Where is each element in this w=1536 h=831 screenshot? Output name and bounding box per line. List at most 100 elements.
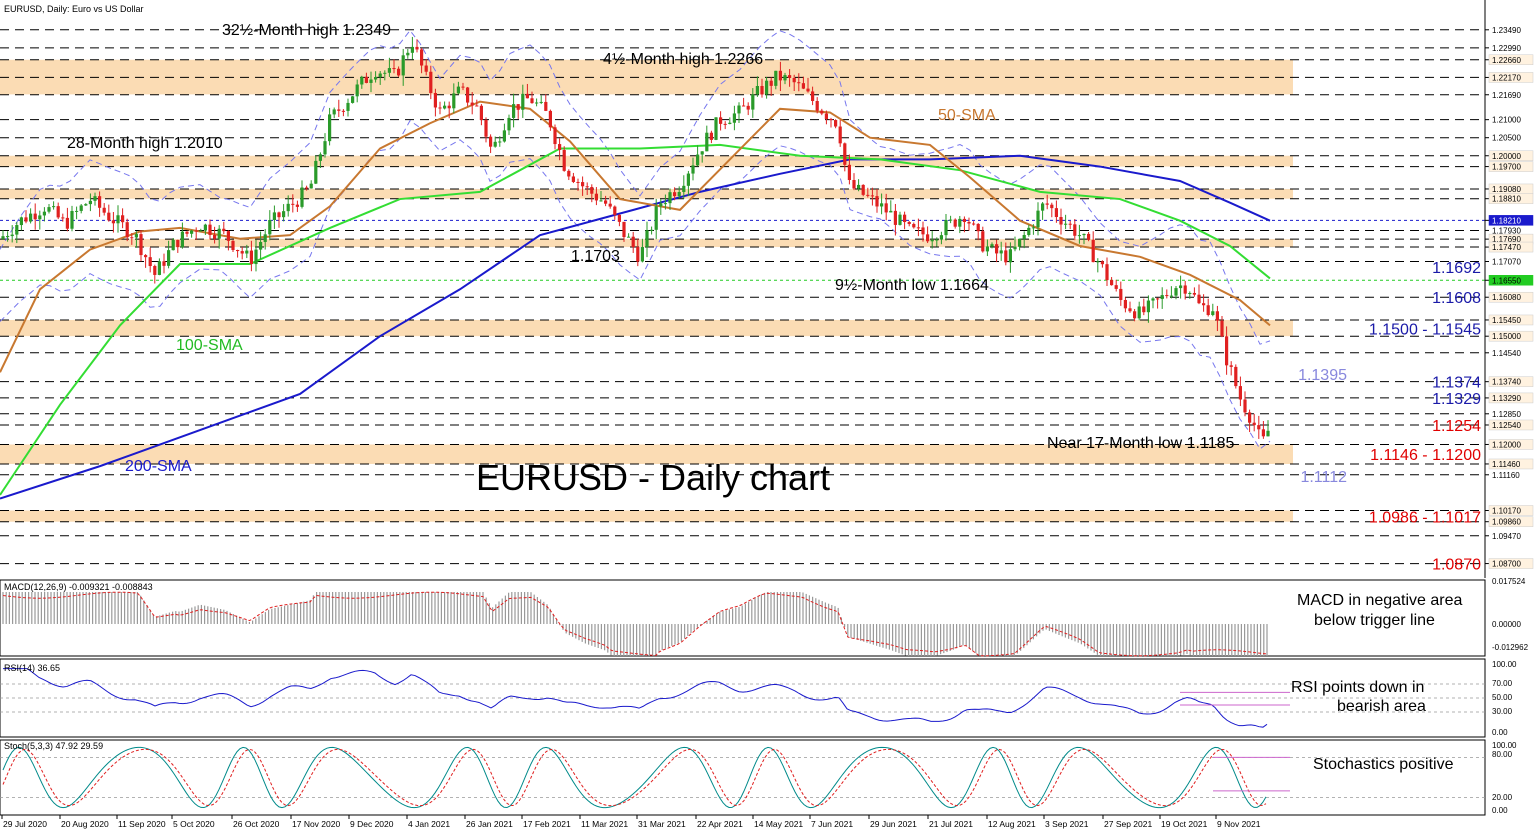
candle-body — [581, 182, 585, 187]
candle-body — [364, 76, 368, 83]
price-tick-label: 1.09470 — [1492, 532, 1521, 541]
price-tick-label: 1.21000 — [1492, 116, 1521, 125]
price-tick-label: 1.12000 — [1492, 440, 1521, 449]
candle-body — [944, 219, 948, 236]
candle-body — [1234, 366, 1238, 387]
x-tick-label: 12 Aug 2021 — [988, 819, 1036, 829]
price-tick-label: 1.10170 — [1492, 507, 1521, 516]
candle-body — [318, 154, 322, 161]
candle-body — [42, 211, 46, 216]
price-tick-badge — [1488, 161, 1534, 172]
price-tick-label: 1.22170 — [1492, 73, 1521, 82]
macd-tick-label: 0.00000 — [1492, 620, 1521, 629]
candle-body — [429, 71, 433, 93]
macd-tick-label: -0.012962 — [1492, 643, 1529, 652]
candle-body — [217, 228, 221, 239]
candle-body — [884, 203, 888, 213]
candle-body — [935, 239, 939, 241]
candle-body — [898, 214, 902, 225]
label-50-sma: 50-SMA — [938, 107, 996, 124]
price-tick-badge — [1488, 376, 1534, 387]
candle-body — [401, 55, 405, 76]
x-tick-label: 11 Mar 2021 — [581, 819, 628, 829]
price-tick-badge — [1488, 419, 1534, 431]
candle-body — [1229, 365, 1233, 367]
candle-body — [774, 70, 778, 86]
candle-body — [52, 206, 56, 208]
candle-body — [1018, 238, 1022, 247]
candle-body — [56, 206, 60, 218]
candle-body — [374, 77, 378, 80]
candle-body — [346, 102, 350, 111]
rsi-panel — [0, 658, 1486, 738]
candle-body — [10, 234, 14, 237]
candle-body — [1087, 233, 1091, 240]
candle-body — [203, 224, 207, 231]
rsi-header: RSI(14) 36.65 — [4, 663, 60, 673]
price-tick-badge — [1488, 291, 1534, 303]
candle-body — [728, 122, 732, 124]
level-label: 1.1692 — [1432, 260, 1481, 277]
candle-body — [921, 227, 925, 235]
candle-body — [719, 117, 723, 124]
support-resistance-zone — [0, 155, 1293, 167]
candle-body — [1197, 294, 1201, 304]
price-tick-badge — [1488, 215, 1534, 226]
candle-body — [502, 130, 506, 142]
candle-body — [981, 231, 985, 252]
candle-body — [677, 191, 681, 197]
candle-body — [300, 187, 304, 207]
price-tick-label: 1.13740 — [1492, 378, 1521, 387]
candle-body — [61, 217, 65, 219]
rsi-tick-label: 50.00 — [1492, 693, 1513, 702]
candle-body — [700, 151, 704, 155]
price-tick-badge — [1488, 72, 1534, 83]
price-tick-label: 1.17930 — [1492, 226, 1521, 235]
candle-body — [1123, 299, 1127, 309]
support-resistance-zone — [0, 510, 1293, 522]
candle-body — [769, 80, 773, 86]
candle-body — [926, 234, 930, 242]
rsi-tick-label: 0.00 — [1492, 728, 1508, 737]
candle-body — [967, 221, 971, 224]
x-tick-label: 29 Jun 2021 — [870, 819, 917, 829]
candle-body — [972, 223, 976, 225]
candle-body — [383, 72, 387, 74]
candle-body — [1105, 264, 1109, 281]
candle-body — [608, 203, 612, 207]
candle-body — [1257, 425, 1261, 430]
candle-body — [6, 236, 10, 238]
candle-body — [1114, 285, 1118, 289]
candle-body — [590, 187, 594, 194]
candle-body — [1128, 308, 1132, 312]
annotation-1703: 1.1703 — [571, 248, 620, 265]
candle-body — [594, 193, 598, 201]
chart-header: EURUSD, Daily: Euro vs US Dollar — [4, 4, 144, 14]
candle-body — [953, 219, 957, 227]
candle-body — [176, 239, 180, 248]
price-tick-badge — [1488, 505, 1534, 516]
candle-body — [746, 105, 750, 110]
candle-body — [314, 160, 318, 184]
candle-body — [420, 49, 424, 66]
price-tick-label: 1.18810 — [1492, 195, 1521, 204]
candle-body — [194, 230, 198, 232]
candle-body — [1261, 429, 1265, 437]
candle-body — [190, 230, 194, 234]
macd-header: MACD(12,26,9) -0.009321 -0.008843 — [4, 582, 153, 592]
candle-body — [236, 250, 240, 252]
candle-body — [567, 170, 571, 177]
candle-body — [157, 261, 161, 275]
candle-body — [742, 105, 746, 107]
candle-body — [1031, 227, 1035, 229]
candle-body — [650, 229, 654, 231]
candle-body — [355, 84, 359, 97]
candle-body — [79, 205, 83, 211]
price-tick-label: 1.11460 — [1492, 460, 1521, 469]
candle-body — [765, 80, 769, 95]
candle-body — [153, 266, 157, 275]
candle-body — [880, 203, 884, 207]
candle-body — [737, 105, 741, 114]
candle-body — [171, 239, 175, 251]
